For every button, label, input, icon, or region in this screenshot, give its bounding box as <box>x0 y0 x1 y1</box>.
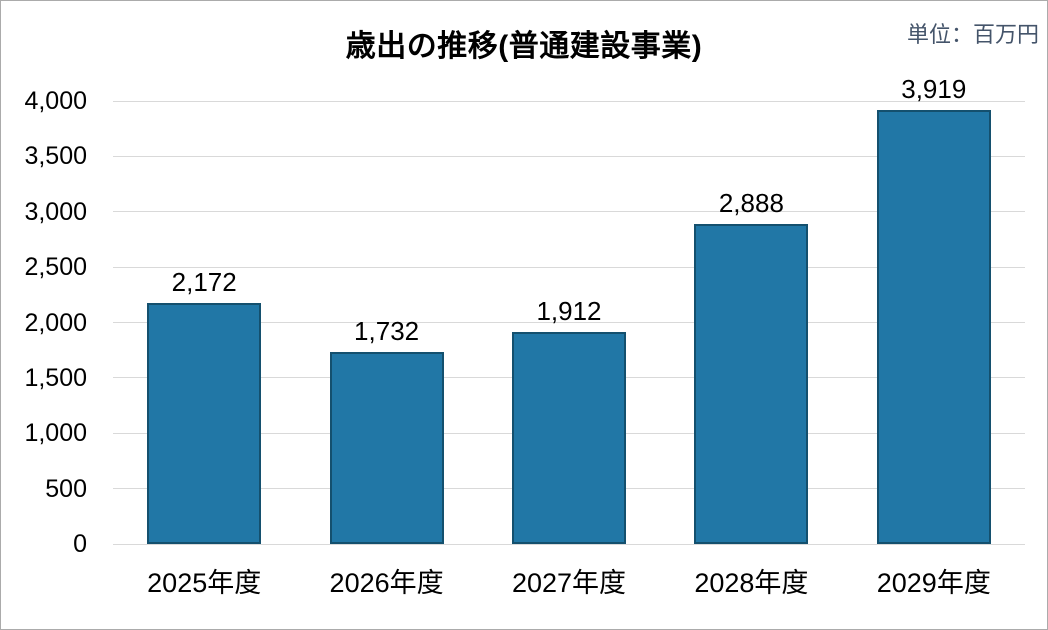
bar-value-label: 3,919 <box>901 73 967 104</box>
gridline <box>113 543 1025 545</box>
chart-title: 歳出の推移(普通建設事業) <box>345 30 703 63</box>
bar-value-label: 2,172 <box>171 267 237 298</box>
y-axis-tick-label: 0 <box>73 530 87 558</box>
x-axis-category-label: 2027年度 <box>511 568 627 598</box>
bar <box>876 109 991 544</box>
y-axis-tick-label: 500 <box>45 474 87 503</box>
bar-value-label: 1,912 <box>536 296 602 327</box>
bar-value-label: 1,732 <box>354 316 420 347</box>
bar <box>512 332 626 544</box>
y-axis-tick-label: 1,500 <box>24 363 87 392</box>
x-axis-category-label: 2028年度 <box>694 568 809 598</box>
bar <box>329 352 444 544</box>
gridline <box>113 100 1025 102</box>
x-axis-category-label: 2026年度 <box>329 568 444 598</box>
plot-area: 0 500 1,000 1,500 2,000 2,500 3,000 3,500 4,000 2… <box>24 76 1025 598</box>
y-axis-tick-label: 2,500 <box>24 253 87 282</box>
y-axis-tick-label: 3,500 <box>24 142 87 171</box>
gridline <box>113 322 1025 323</box>
y-axis-tick-label: 1,000 <box>24 419 87 448</box>
gridline <box>113 155 1025 157</box>
x-axis-category-label: 2025年度 <box>147 568 262 598</box>
x-axis-category-label: 2029年度 <box>876 568 991 598</box>
y-axis-tick-label: 4,000 <box>24 87 87 115</box>
y-axis-tick-label: 2,000 <box>24 308 87 337</box>
gridline <box>113 211 1025 213</box>
y-axis-tick-label: 3,000 <box>24 197 87 226</box>
bar <box>147 303 262 544</box>
unit-annotation: 単位：百万円 <box>906 22 1039 47</box>
bar-value-label: 2,888 <box>718 188 784 219</box>
gridline <box>113 266 1025 268</box>
bar <box>694 224 809 544</box>
